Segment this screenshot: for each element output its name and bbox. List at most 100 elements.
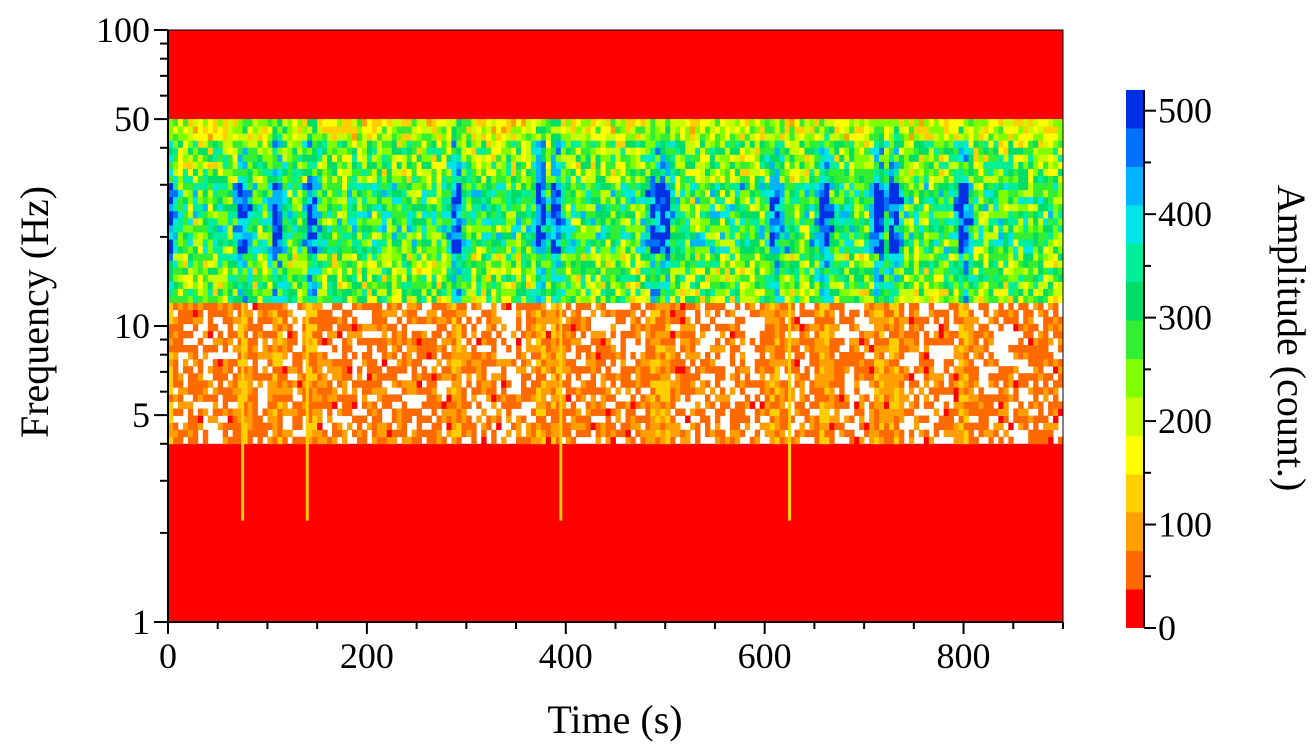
heatmap-cell (441, 126, 447, 134)
heatmap-cell (754, 260, 761, 268)
heatmap-cell (610, 373, 616, 381)
heatmap-cell (322, 436, 328, 445)
heatmap-cell (540, 140, 547, 148)
heatmap-cell (307, 288, 313, 296)
heatmap-cell (675, 359, 681, 367)
heatmap-cell (342, 401, 348, 409)
heatmap-cell (705, 175, 711, 184)
heatmap-cell (297, 224, 303, 233)
heatmap-cell (247, 422, 253, 431)
heatmap-cell (655, 309, 661, 318)
heatmap-cell (734, 203, 741, 212)
heatmap-cell (615, 288, 621, 296)
heatmap-cell (625, 182, 631, 191)
heatmap-cell (461, 232, 467, 240)
heatmap-cell (168, 373, 174, 381)
heatmap-cell (496, 239, 502, 247)
heatmap-cell (252, 274, 258, 282)
heatmap-cell (396, 394, 403, 402)
heatmap-cell (764, 189, 771, 198)
heatmap-cell (267, 253, 273, 261)
heatmap-cell (302, 295, 308, 304)
heatmap-cell (645, 147, 651, 155)
heatmap-cell (168, 436, 174, 445)
heatmap-cell (302, 387, 308, 395)
heatmap-cell (655, 260, 661, 268)
heatmap-cell (471, 189, 477, 198)
heatmap-cell (516, 401, 522, 409)
heatmap-cell (317, 203, 323, 212)
heatmap-cell (491, 126, 497, 134)
heatmap-cell (192, 154, 199, 162)
heatmap-cell (317, 253, 323, 261)
heatmap-cell (366, 387, 373, 395)
heatmap-cell (501, 133, 507, 141)
heatmap-cell (535, 309, 542, 318)
heatmap-cell (590, 182, 597, 191)
heatmap-cell (466, 295, 472, 304)
heatmap-cell (749, 203, 756, 212)
heatmap-cell (237, 344, 243, 353)
heatmap-cell (312, 422, 318, 431)
heatmap-cell (675, 189, 681, 198)
heatmap-cell (312, 429, 318, 438)
heatmap-cell (501, 394, 507, 402)
heatmap-cell (739, 330, 746, 339)
heatmap-cell (675, 210, 681, 219)
heatmap-cell (610, 161, 616, 169)
heatmap-cell (610, 309, 616, 318)
heatmap-cell (645, 203, 651, 212)
heatmap-cell (337, 154, 343, 162)
heatmap-cell (511, 239, 517, 247)
heatmap-cell (322, 394, 328, 402)
heatmap-cell (506, 239, 512, 247)
heatmap-cell (729, 224, 736, 233)
heatmap-cell (451, 352, 457, 360)
heatmap-cell (570, 119, 577, 127)
heatmap-cell (540, 337, 547, 346)
heatmap-cell (297, 126, 303, 134)
heatmap-cell (232, 161, 239, 169)
heatmap-cell (172, 281, 179, 289)
heatmap-cell (267, 203, 273, 212)
heatmap-cell (307, 352, 313, 360)
heatmap-cell (565, 147, 572, 155)
heatmap-cell (401, 239, 408, 247)
heatmap-cell (466, 352, 472, 360)
heatmap-cell (476, 274, 482, 282)
heatmap-cell (585, 119, 592, 127)
heatmap-cell (282, 323, 288, 332)
heatmap-cell (570, 267, 577, 275)
heatmap-cell (202, 260, 209, 268)
heatmap-cell (595, 267, 601, 275)
heatmap-cell (570, 182, 577, 191)
heatmap-cell (366, 189, 373, 198)
heatmap-cell (277, 217, 283, 226)
heatmap-cell (192, 387, 199, 395)
heatmap-cell (168, 260, 174, 268)
heatmap-cell (585, 415, 592, 424)
heatmap-cell (376, 344, 383, 353)
heatmap-cell (769, 380, 776, 388)
heatmap-cell (575, 189, 582, 198)
heatmap-cell (754, 154, 761, 162)
heatmap-cell (237, 224, 243, 233)
heatmap-cell (675, 203, 681, 212)
heatmap-cell (267, 288, 273, 296)
heatmap-cell (342, 154, 348, 162)
heatmap-cell (481, 232, 487, 240)
heatmap-cell (739, 154, 746, 162)
heatmap-cell (719, 182, 726, 191)
heatmap-cell (277, 422, 283, 431)
heatmap-cell (615, 281, 621, 289)
heatmap-cell (685, 380, 691, 388)
heatmap-cell (247, 387, 253, 395)
heatmap-cell (307, 210, 313, 219)
heatmap-cell (182, 288, 189, 296)
heatmap-cell (481, 246, 487, 254)
heatmap-cell (342, 373, 348, 381)
heatmap-cell (521, 239, 527, 247)
heatmap-cell (242, 359, 248, 367)
heatmap-cell (267, 415, 273, 424)
heatmap-cell (391, 217, 398, 226)
